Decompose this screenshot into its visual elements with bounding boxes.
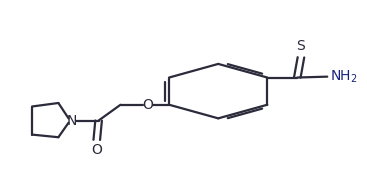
Text: N: N <box>67 114 77 128</box>
Text: S: S <box>297 39 305 53</box>
Text: O: O <box>91 143 102 157</box>
Text: NH$_2$: NH$_2$ <box>330 68 358 85</box>
Text: O: O <box>142 98 153 112</box>
